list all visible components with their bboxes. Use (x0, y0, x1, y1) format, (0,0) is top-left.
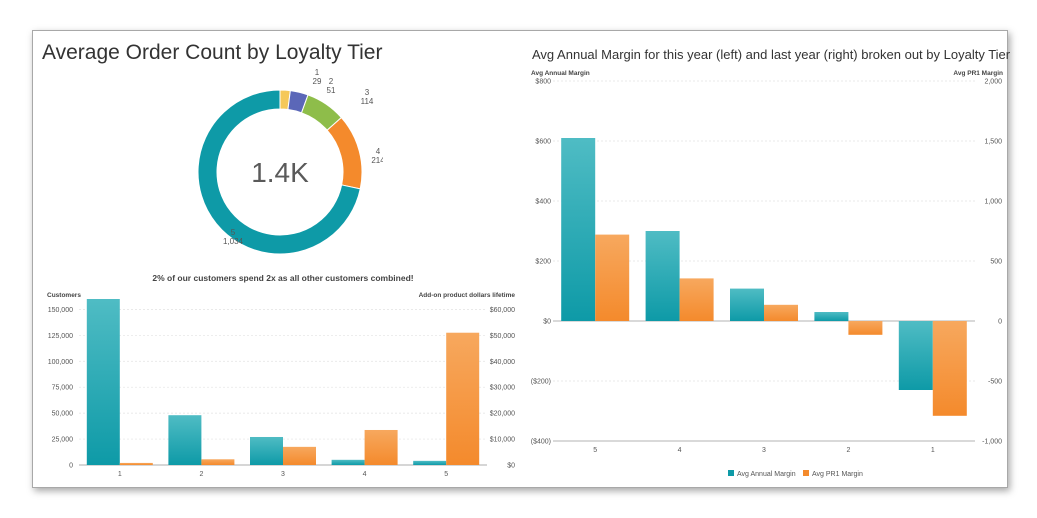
donut-slice-4 (326, 116, 363, 190)
margin-bar-last-year-tier-4 (679, 278, 714, 321)
margin-y-left-tick: ($200) (531, 379, 551, 386)
donut-label-tier-3: 3 (365, 88, 370, 97)
margin-y-right-tick: 2,000 (984, 79, 1002, 86)
customers-y-left-tick: 75,000 (52, 385, 74, 392)
margin-y-right-tick: -1,000 (982, 439, 1002, 446)
customers-y-right-tick: $40,000 (490, 359, 515, 366)
customers-x-tick: 1 (118, 471, 122, 478)
margin-bar-last-year-tier-1 (932, 321, 967, 416)
donut-label-tier-1: 1 (315, 68, 320, 77)
customers-chart-title: 2% of our customers spend 2x as all othe… (152, 273, 413, 283)
margin-bar-this-year-tier-1 (898, 321, 933, 390)
margin-y-left-tick: ($400) (531, 439, 551, 446)
addon-bar-tier-4 (364, 429, 398, 465)
customers-bar-tier-1 (86, 299, 120, 465)
customers-bar-tier-3 (250, 436, 283, 465)
legend-label-avg-pr1-margin: Avg PR1 Margin (812, 471, 863, 478)
addon-bar-tier-1 (119, 462, 153, 465)
margin-bar-last-year-tier-2 (848, 321, 883, 335)
customers-y-left-tick: 25,000 (52, 437, 74, 444)
donut-label-tier-2: 2 (329, 77, 334, 86)
customers-y-right-tick: $20,000 (490, 411, 515, 418)
margin-y-right-tick: 1,000 (984, 199, 1002, 206)
customers-y-right-tick: $10,000 (490, 437, 515, 444)
margin-y-left-label: Avg Annual Margin (531, 70, 590, 77)
margin-y-right-tick: 1,500 (984, 139, 1002, 146)
customers-y-left-tick: 50,000 (52, 411, 74, 418)
margin-y-right-tick: -500 (988, 379, 1002, 386)
customers-y-right-label: Add-on product dollars lifetime (419, 292, 516, 299)
margin-x-tick: 3 (762, 447, 766, 454)
customers-y-left-label: Customers (47, 292, 81, 299)
dashboard-frame: Average Order Count by Loyalty Tier Avg … (32, 30, 1011, 488)
customers-bar-tier-2 (168, 415, 202, 465)
customers-bar-tier-4 (331, 459, 365, 465)
margin-y-right-label: Avg PR1 Margin (953, 70, 1003, 77)
customers-x-tick: 5 (444, 471, 448, 478)
customers-bar-tier-5 (413, 460, 447, 465)
customers-y-left-tick: 150,000 (48, 307, 73, 314)
customers-y-right-tick: $50,000 (490, 333, 515, 340)
customers-chart: 2% of our customers spend 2x as all othe… (47, 273, 516, 478)
legend-swatch-avg-pr1-margin (803, 470, 809, 476)
margin-x-tick: 1 (931, 447, 935, 454)
donut-label-value-5: 1,034 (223, 237, 244, 246)
legend-swatch-avg-annual-margin (728, 470, 734, 476)
customers-y-left-tick: 125,000 (48, 333, 73, 340)
margin-y-right-tick: 500 (990, 259, 1002, 266)
margin-bar-this-year-tier-3 (730, 288, 764, 321)
margin-bar-last-year-tier-3 (764, 304, 798, 321)
customers-y-left-tick: 100,000 (48, 359, 73, 366)
margin-chart: Avg Annual Margin Avg PR1 Margin $800 $600 $… (531, 70, 1003, 478)
margin-x-tick: 4 (678, 447, 682, 454)
margin-y-left-tick: $0 (543, 319, 551, 326)
donut-center-value: 1.4K (251, 157, 309, 188)
customers-y-right-tick: $30,000 (490, 385, 515, 392)
donut-label-tier-4: 4 (376, 147, 381, 156)
donut-chart-title: Average Order Count by Loyalty Tier (42, 41, 383, 64)
margin-y-left-tick: $600 (535, 139, 551, 146)
margin-y-right-tick: 0 (998, 319, 1002, 326)
margin-y-left-tick: $800 (535, 79, 551, 86)
addon-bar-tier-3 (283, 446, 316, 465)
customers-x-tick: 2 (199, 471, 203, 478)
donut-label-value-1: 29 (313, 77, 322, 86)
margin-bar-this-year-tier-5 (561, 138, 596, 321)
donut-label-value-2: 51 (327, 86, 336, 95)
customers-y-left-tick: 0 (69, 463, 73, 470)
customers-y-right-tick: $0 (507, 463, 515, 470)
margin-x-tick: 5 (593, 447, 597, 454)
margin-chart-title: Avg Annual Margin for this year (left) a… (532, 47, 1011, 62)
addon-bar-tier-2 (201, 459, 235, 465)
customers-x-tick: 4 (363, 471, 367, 478)
margin-bar-last-year-tier-5 (595, 234, 630, 321)
margin-y-left-tick: $200 (535, 259, 551, 266)
legend-label-avg-annual-margin: Avg Annual Margin (737, 471, 796, 478)
donut-slice-5 (197, 89, 361, 255)
donut-label-tier-5: 5 (231, 228, 236, 237)
margin-y-left-tick: $400 (535, 199, 551, 206)
customers-x-tick: 3 (281, 471, 285, 478)
margin-x-tick: 2 (846, 447, 850, 454)
addon-bar-tier-5 (446, 332, 480, 465)
donut-label-value-4: 214 (371, 156, 383, 165)
margin-bar-this-year-tier-2 (814, 312, 849, 321)
margin-bar-this-year-tier-4 (645, 231, 680, 321)
donut-label-value-3: 114 (361, 97, 374, 106)
customers-y-right-tick: $60,000 (490, 307, 515, 314)
